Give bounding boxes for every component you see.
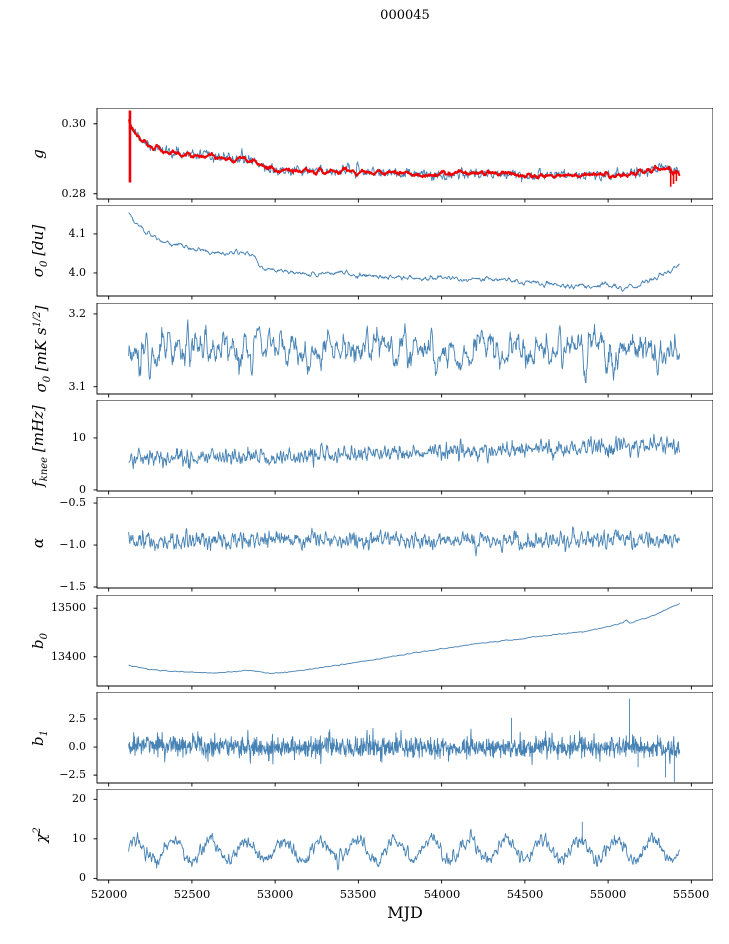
y-tick-label: 0 [79,482,86,496]
panel-b1-plot [92,692,713,788]
y-tick-label: 4.0 [68,265,87,279]
y-tick-label: 4.1 [68,226,87,240]
x-tick-label: 55000 [589,887,627,901]
y-tick-label: 20 [72,792,86,806]
panel-chi2-plot [92,789,713,885]
panel-g-plot [92,108,713,204]
y-tick-label: 2.5 [68,711,87,725]
x-tick-label: 52500 [173,887,211,901]
x-tick-label: 53500 [339,887,377,901]
figure-title: 000045 [380,8,430,23]
y-tick-label: 0.0 [68,740,87,754]
panel-sigma0-mK-plot [92,303,713,399]
y-tick-label: 10 [72,430,86,444]
y-tick-label: 3.1 [68,379,87,393]
x-tick-label: 52000 [90,887,128,901]
y-tick-label: 13500 [51,601,86,615]
y-tick-label: 10 [72,831,86,845]
x-tick-label: 54500 [506,887,544,901]
panel-alpha-plot [92,497,713,593]
y-tick-label: 3.2 [68,306,87,320]
x-tick-label: 53000 [256,887,294,901]
y-tick-label: 0 [79,871,86,885]
y-tick-label: −1.0 [59,538,86,552]
panel-fknee-plot [92,400,713,496]
y-tick-label: −1.5 [59,579,86,593]
y-tick-label: −2.5 [59,768,86,782]
panel-b0-plot [92,595,713,691]
x-tick-label: 54000 [423,887,461,901]
x-axis-label: MJD [387,903,423,922]
y-tick-label: 0.30 [61,116,87,130]
y-tick-label: 0.28 [61,186,87,200]
y-tick-label: 13400 [51,649,86,663]
panel-sigma0-du-plot [92,205,713,301]
x-tick-label: 55500 [672,887,710,901]
y-tick-label: −0.5 [59,496,86,510]
